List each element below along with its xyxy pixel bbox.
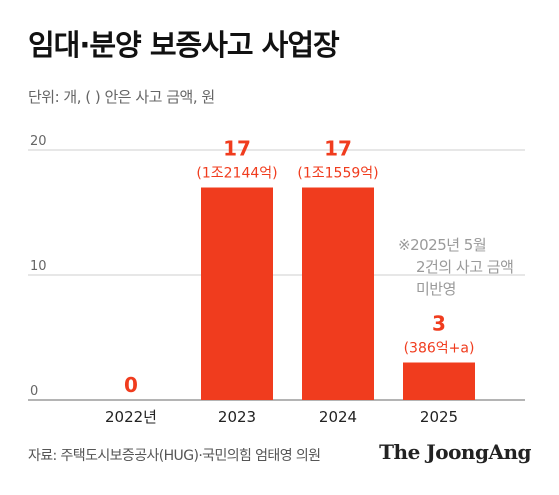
x-tick-label-2023: 2023	[218, 408, 256, 426]
amount-label-2024: (1조1559억)	[297, 166, 378, 182]
bar-2025	[403, 362, 475, 400]
amount-label-2023: (1조2144억)	[196, 166, 277, 182]
x-tick-label-2024: 2024	[319, 408, 357, 426]
chart-note: ※2025년 5월 2건의 사고 금액 미반영	[398, 234, 514, 300]
unit-label: 단위: 개, ( ) 안은 사고 금액, 원	[28, 88, 215, 106]
value-label-2024: 17	[324, 137, 352, 161]
note-line-3: 미반영	[416, 280, 456, 298]
y-tick-label-20: 20	[30, 134, 47, 149]
x-tick-label-2025: 2025	[420, 408, 458, 426]
value-label-2025: 3	[432, 312, 446, 336]
y-tick-label-10: 10	[30, 259, 47, 274]
x-tick-label-2022년: 2022년	[105, 408, 157, 426]
note-line-2: 2건의 사고 금액	[416, 258, 514, 276]
value-label-2023: 17	[223, 137, 251, 161]
chart-title: 임대·분양 보증사고 사업장	[28, 28, 340, 62]
bar-2024	[302, 187, 374, 400]
y-tick-label-0: 0	[30, 384, 38, 399]
source-text: 자료: 주택도시보증공사(HUG)·국민의힘 엄태영 의원	[28, 448, 321, 464]
note-line-1: ※2025년 5월	[398, 236, 487, 254]
value-label-2022년: 0	[124, 373, 138, 397]
amount-label-2025: (386억+a)	[404, 341, 475, 357]
brand-logo: The JoongAng	[379, 440, 531, 464]
bar-2023	[201, 187, 273, 400]
